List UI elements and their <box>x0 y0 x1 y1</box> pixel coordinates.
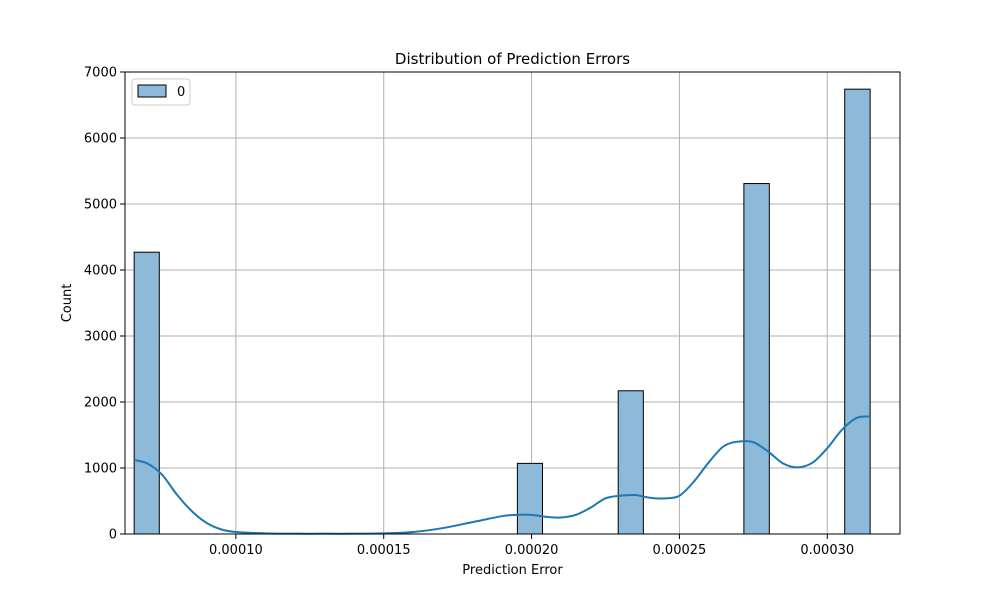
kde-curve <box>133 415 871 535</box>
chart-title: Distribution of Prediction Errors <box>395 50 630 68</box>
bars <box>133 88 871 535</box>
plot-area <box>125 72 900 534</box>
y-tick-label: 1000 <box>84 462 117 477</box>
x-tick-label: 0.00030 <box>800 543 854 558</box>
y-tick-label: 4000 <box>84 264 117 279</box>
legend-swatch <box>137 84 167 98</box>
histogram-bar <box>844 88 871 535</box>
histogram-bar <box>743 183 770 535</box>
kde-line <box>133 415 871 535</box>
x-tick-label: 0.00015 <box>357 543 411 558</box>
plot-frame <box>124 71 901 535</box>
histogram-bar <box>133 251 160 535</box>
x-tick-label: 0.00020 <box>505 543 559 558</box>
y-tick-label: 0 <box>109 528 117 543</box>
y-tick-label: 2000 <box>84 396 117 411</box>
x-tick-label: 0.00010 <box>209 543 263 558</box>
y-tick-label: 6000 <box>84 132 117 147</box>
y-axis-title: Count <box>60 284 75 323</box>
legend: 0 <box>131 78 191 106</box>
y-tick-label: 5000 <box>84 198 117 213</box>
y-tick-label: 3000 <box>84 330 117 345</box>
x-axis-ticks: 0.00010 0.00015 0.00020 0.00025 0.00030 <box>209 534 854 558</box>
y-axis-ticks: 0 1000 2000 3000 4000 5000 6000 7000 <box>84 66 125 543</box>
histogram-bar <box>617 390 644 535</box>
y-tick-label: 7000 <box>84 66 117 81</box>
legend-label: 0 <box>177 85 185 100</box>
x-tick-label: 0.00025 <box>653 543 707 558</box>
x-axis-title: Prediction Error <box>462 563 563 578</box>
histogram-bar <box>516 462 544 535</box>
